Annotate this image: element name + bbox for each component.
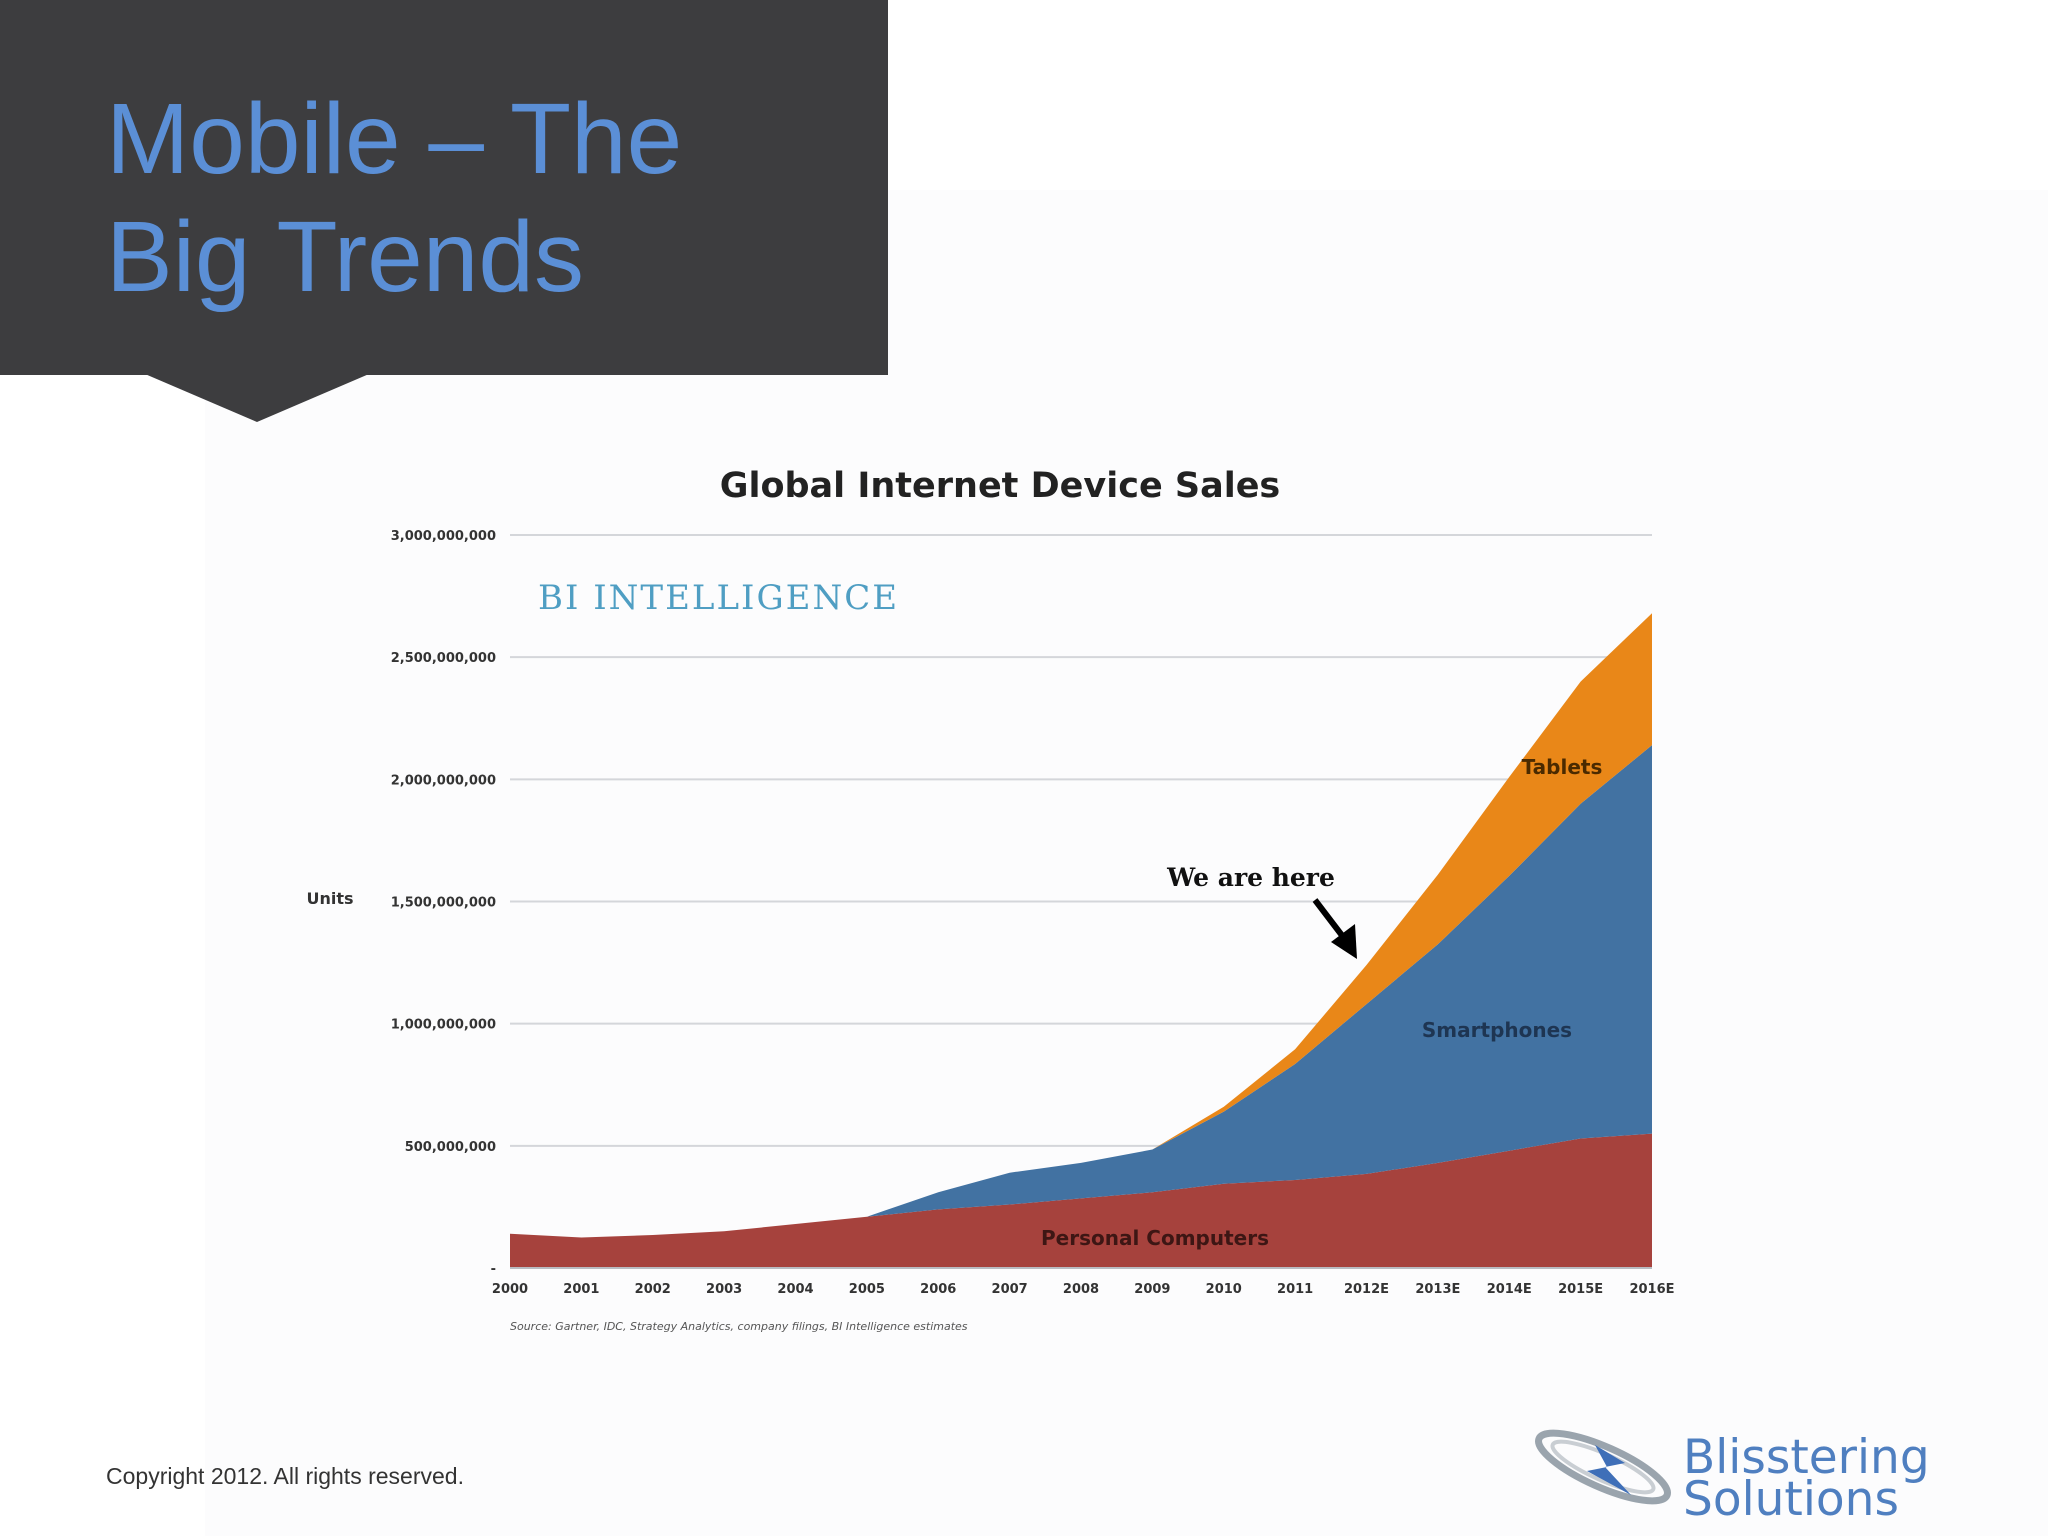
y-axis-label: Units <box>306 889 353 908</box>
logo-line1: Blisstering <box>1683 1430 1930 1485</box>
series-label-personal-computers: Personal Computers <box>1041 1226 1269 1250</box>
x-tick-label: 2012E <box>1344 1282 1389 1297</box>
y-tick-label: 2,000,000,000 <box>391 773 496 788</box>
x-tick-label: 2000 <box>492 1282 528 1297</box>
area-chart: Global Internet Device Sales BI INTELLIG… <box>306 466 1675 1333</box>
y-tick-label: 500,000,000 <box>405 1140 496 1155</box>
annotation-arrow <box>1312 898 1357 959</box>
company-logo: Blisstering Solutions <box>1525 1415 1965 1525</box>
watermark-label: BI INTELLIGENCE <box>538 578 899 618</box>
title-banner: Mobile – The Big Trends <box>0 0 888 375</box>
x-axis-ticks: 2000 2001 2002 2003 2004 2005 2006 2007 2008 2009… <box>492 1282 1675 1297</box>
y-tick-label: 3,000,000,000 <box>391 529 496 544</box>
x-tick-label: 2016E <box>1629 1282 1674 1297</box>
slide-title-line1: Mobile – The <box>106 83 683 195</box>
y-tick-label: 2,500,000,000 <box>391 651 496 666</box>
series-label-smartphones: Smartphones <box>1422 1018 1572 1042</box>
x-tick-label: 2011 <box>1277 1282 1313 1297</box>
stacked-areas <box>510 613 1652 1269</box>
x-tick-label: 2004 <box>777 1282 813 1297</box>
x-tick-label: 2003 <box>706 1282 742 1297</box>
x-tick-label: 2013E <box>1415 1282 1460 1297</box>
title-banner-pointer <box>145 374 369 422</box>
y-tick-label: - <box>491 1262 496 1277</box>
area-smartphones <box>510 745 1652 1238</box>
slide-title-line2: Big Trends <box>106 201 585 313</box>
logo-line2: Solutions <box>1683 1472 1899 1527</box>
x-tick-label: 2006 <box>920 1282 956 1297</box>
x-tick-label: 2005 <box>849 1282 885 1297</box>
series-label-tablets: Tablets <box>1522 755 1603 779</box>
annotation-we-are-here: We are here <box>1166 863 1335 892</box>
x-tick-label: 2010 <box>1206 1282 1242 1297</box>
y-tick-label: 1,500,000,000 <box>391 896 496 911</box>
y-tick-label: 1,000,000,000 <box>391 1018 496 1033</box>
logo-wordmark: Blisstering Solutions <box>1683 1430 1930 1527</box>
area-tablets <box>510 613 1652 1238</box>
chart-title: Global Internet Device Sales <box>720 466 1281 506</box>
x-tick-label: 2009 <box>1134 1282 1170 1297</box>
x-tick-label: 2001 <box>563 1282 599 1297</box>
x-tick-label: 2014E <box>1487 1282 1532 1297</box>
x-tick-label: 2008 <box>1063 1282 1099 1297</box>
y-axis-ticks: - 500,000,000 1,000,000,000 1,500,000,000 2,… <box>391 529 496 1277</box>
area-personal-computers <box>510 1133 1652 1268</box>
x-tick-label: 2007 <box>992 1282 1028 1297</box>
x-tick-label: 2015E <box>1558 1282 1603 1297</box>
x-tick-label: 2002 <box>635 1282 671 1297</box>
swoosh-logo-icon <box>1535 1429 1671 1505</box>
copyright-notice: Copyright 2012. All rights reserved. <box>106 1463 464 1489</box>
chart-panel: Global Internet Device Sales BI INTELLIG… <box>205 190 2048 1536</box>
source-note: Source: Gartner, IDC, Strategy Analytics… <box>510 1320 968 1333</box>
slide-title: Mobile – The Big Trends <box>106 80 866 316</box>
